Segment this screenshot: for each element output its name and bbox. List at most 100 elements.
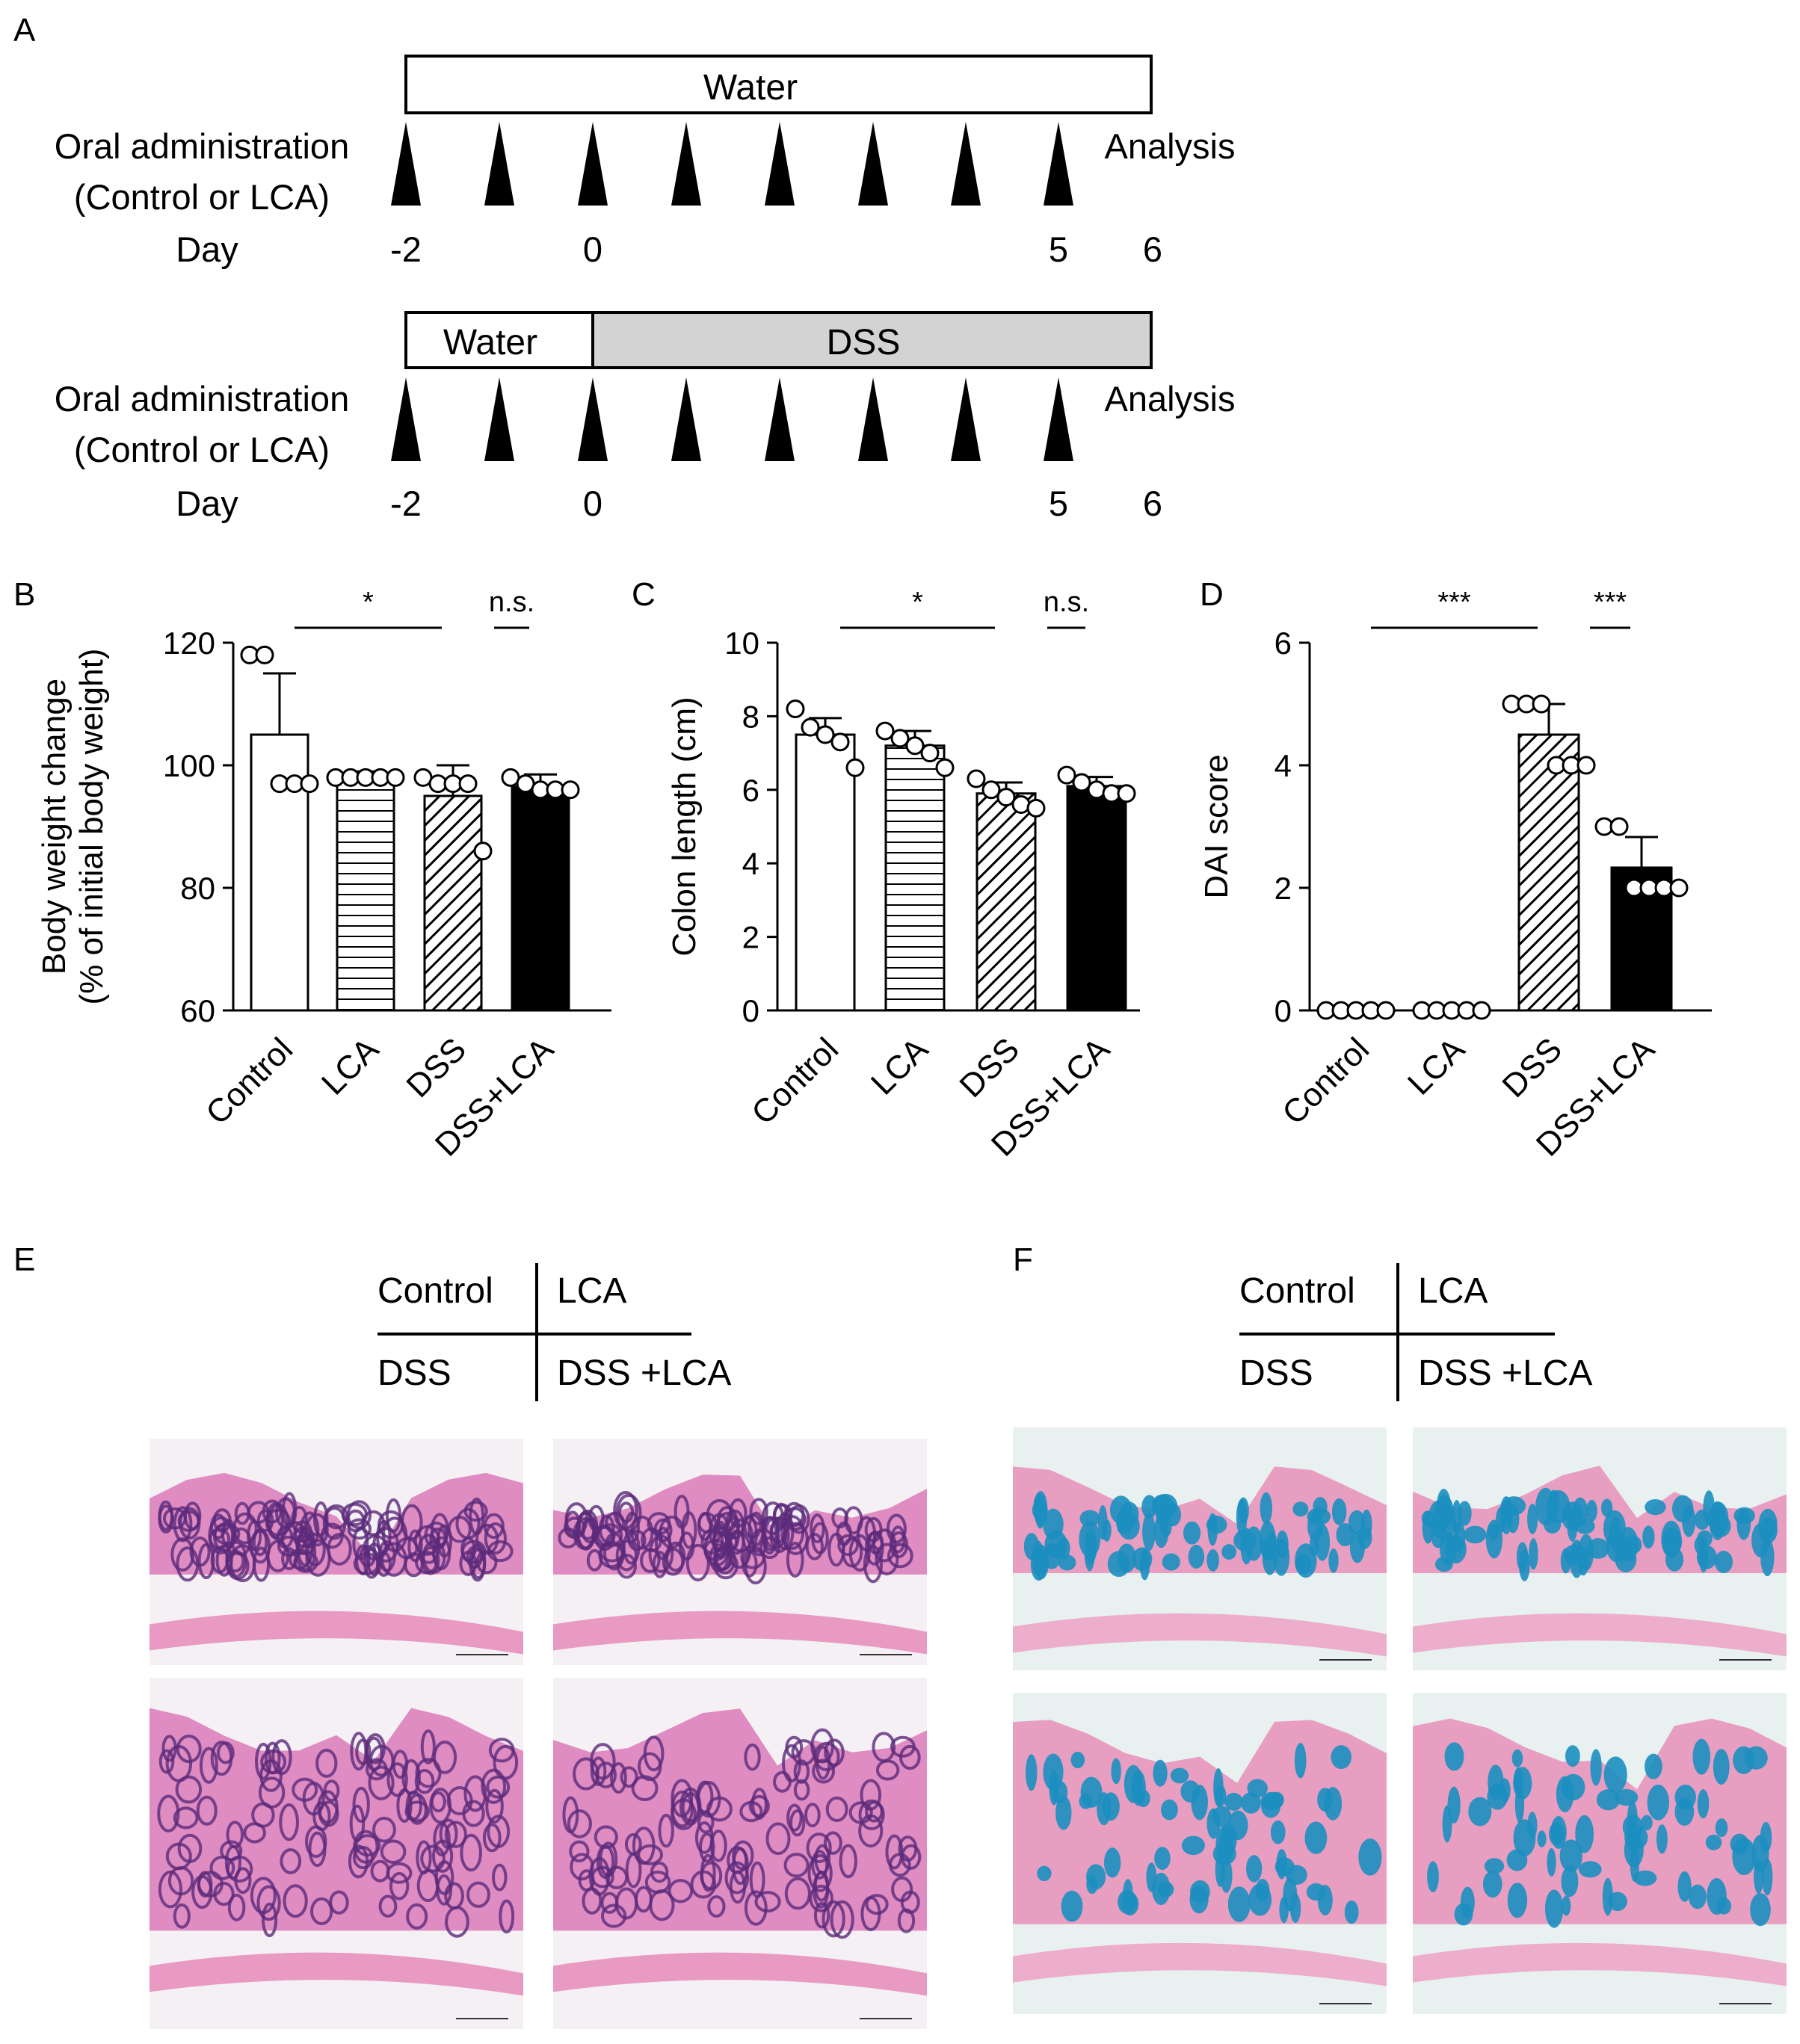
muscle-layer — [1013, 1942, 1387, 1986]
crypt — [433, 1740, 457, 1774]
crypt — [595, 1762, 617, 1788]
timeline-2-dss-label: DSS — [827, 323, 901, 362]
panel-a: A Water Oral administration (Control or … — [13, 12, 1236, 523]
crypt — [865, 1894, 889, 1915]
y-tick-label: 10 — [724, 626, 759, 661]
goblet-cell — [1562, 1895, 1571, 1916]
goblet-cell — [1760, 1537, 1775, 1577]
dose-arrow-icon — [391, 122, 421, 206]
goblet-cell — [1285, 1865, 1307, 1885]
crypt — [481, 1768, 507, 1804]
crypt — [615, 1540, 638, 1572]
crypt — [463, 1775, 487, 1812]
data-point — [1087, 780, 1106, 800]
crypt — [352, 1786, 370, 1824]
crypt — [487, 1540, 514, 1563]
goblet-cell — [1578, 1861, 1602, 1878]
y-tick-label: 0 — [1275, 993, 1292, 1028]
category-label: LCA — [864, 1031, 936, 1102]
timeline-1-oral-line1: Oral administration — [55, 126, 349, 166]
category-label: DSS — [952, 1031, 1026, 1105]
goblet-cell — [1642, 1525, 1655, 1549]
histology-image — [1013, 1427, 1387, 1670]
crypt — [416, 1840, 432, 1875]
crypt — [569, 1840, 590, 1863]
crypt — [644, 1870, 671, 1894]
goblet-cell — [1153, 1759, 1168, 1787]
crypt — [848, 1801, 873, 1824]
crypt — [439, 1818, 458, 1850]
crypt — [782, 1744, 802, 1783]
crypt — [176, 1735, 202, 1764]
crypt — [445, 1906, 469, 1938]
crypt — [769, 1516, 790, 1553]
crypt — [724, 1861, 750, 1895]
data-point — [981, 780, 1001, 800]
goblet-cell — [1328, 1548, 1339, 1573]
crypt — [197, 1543, 215, 1580]
crypt — [157, 1794, 180, 1833]
crypt — [353, 1830, 379, 1864]
dose-arrow-icon — [671, 122, 701, 206]
y-axis-label: Body weight change — [36, 679, 73, 975]
goblet-cell — [1645, 1753, 1662, 1779]
crypt — [196, 1795, 218, 1826]
crypt — [887, 1543, 913, 1569]
goblet-cell — [1248, 1883, 1272, 1916]
goblet-cell — [1360, 1509, 1372, 1540]
crypt — [177, 1510, 200, 1532]
crypt — [632, 1827, 656, 1865]
crypt — [173, 1806, 199, 1830]
timeline-2-water-label: Water — [443, 323, 537, 362]
crypt — [488, 1738, 515, 1763]
crypt — [295, 1534, 317, 1572]
crypt — [276, 1525, 294, 1549]
goblet-cell — [1309, 1534, 1319, 1557]
crypt — [378, 1895, 398, 1918]
dose-arrow-icon — [951, 377, 981, 461]
goblet-cell — [1495, 1506, 1508, 1533]
crypt — [813, 1741, 840, 1771]
data-point — [1532, 694, 1551, 714]
crypt — [305, 1539, 331, 1577]
timeline-1-day-label: Day — [176, 229, 238, 269]
crypt — [810, 1513, 825, 1544]
y-tick-label: 2 — [742, 920, 759, 955]
category-label: DSS — [399, 1031, 473, 1105]
goblet-cell — [1262, 1540, 1277, 1575]
category-label: Control — [199, 1031, 300, 1131]
significance-label: *** — [1437, 587, 1471, 618]
crypt — [872, 1732, 896, 1763]
data-point — [967, 769, 986, 788]
crypt — [372, 1527, 400, 1563]
crypt — [291, 1505, 308, 1534]
crypt — [175, 1775, 203, 1804]
panel-e-header: E Control LCA DSS DSS +LCA — [13, 1241, 731, 1401]
goblet-cell — [1336, 1523, 1354, 1547]
goblet-cell — [1758, 1508, 1778, 1540]
data-point — [1576, 756, 1596, 775]
crypt — [487, 1815, 511, 1848]
goblet-cell — [1292, 1501, 1309, 1517]
goblet-cell — [1124, 1764, 1143, 1803]
goblet-cell — [1750, 1893, 1771, 1927]
goblet-cell — [1151, 1494, 1174, 1516]
goblet-cell — [1097, 1504, 1108, 1540]
data-point — [458, 774, 478, 794]
crypt — [392, 1750, 409, 1779]
histology-image — [553, 1439, 927, 1665]
goblet-cell — [1546, 1489, 1571, 1524]
crypt — [827, 1532, 845, 1567]
histology-image — [1013, 1693, 1387, 2014]
crypt — [415, 1758, 442, 1788]
goblet-cell — [1161, 1799, 1178, 1821]
panel-d-label: D — [1200, 576, 1224, 613]
timeline-1: Water Oral administration (Control or LC… — [55, 55, 1236, 269]
goblet-cell — [1730, 1833, 1749, 1855]
goblet-cell — [1142, 1513, 1156, 1551]
goblet-cell — [1159, 1517, 1172, 1537]
goblet-cell — [1596, 1789, 1621, 1811]
histology-image — [150, 1439, 523, 1665]
muscle-layer — [150, 1611, 523, 1655]
crypt — [614, 1887, 638, 1920]
